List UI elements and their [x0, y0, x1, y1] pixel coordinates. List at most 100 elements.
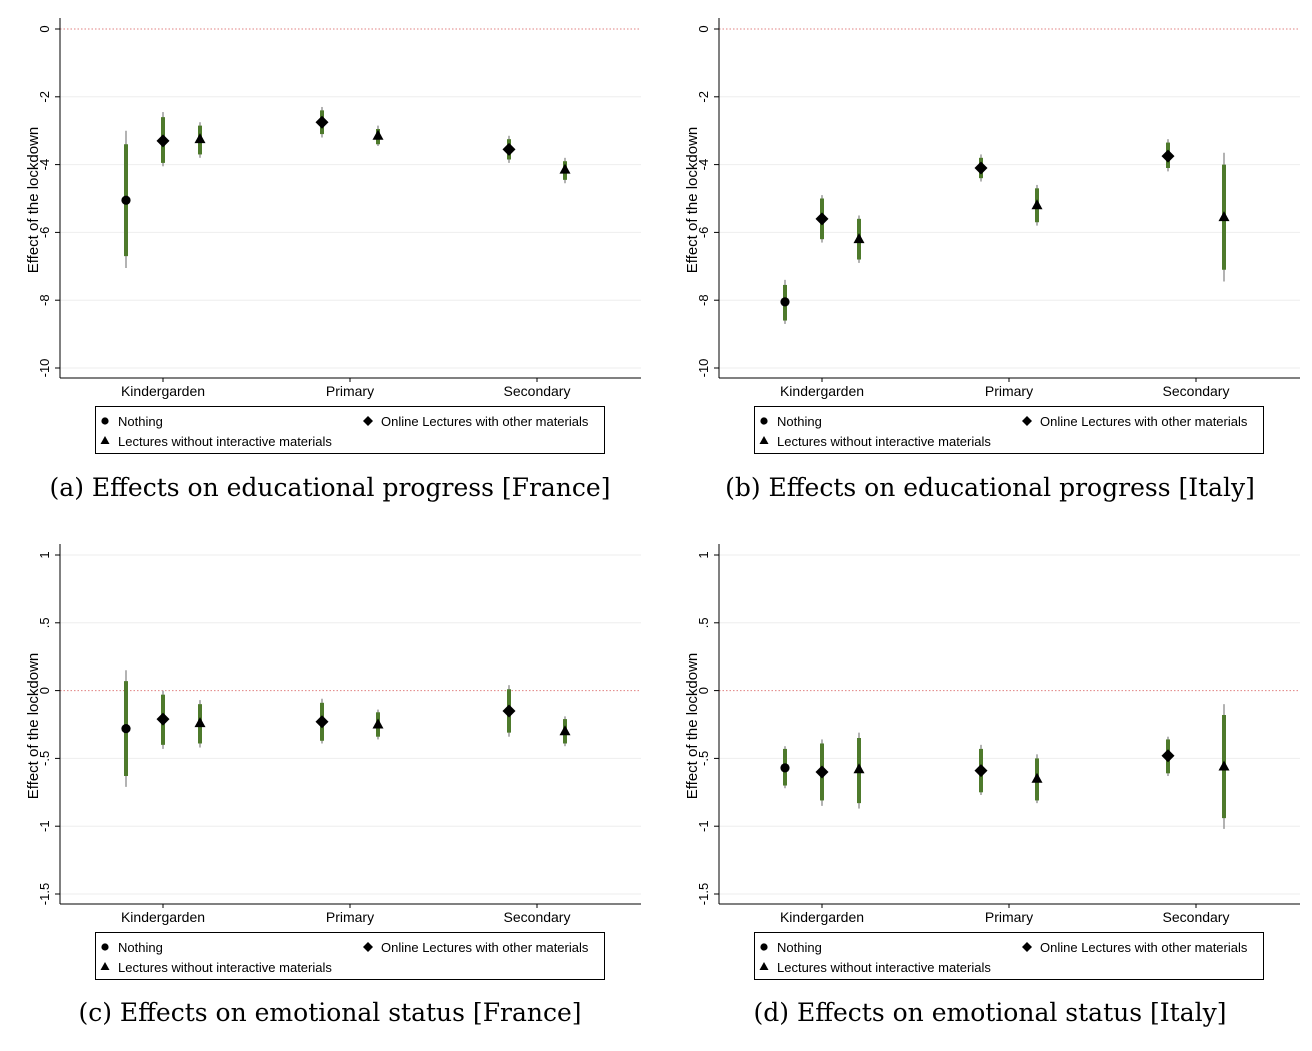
x-tick-label: Primary	[326, 383, 374, 399]
point-marker-triangle	[559, 163, 571, 174]
point-marker-triangle	[1031, 199, 1043, 210]
legend: Nothing Online Lectures with other materi…	[754, 406, 1264, 454]
y-tick-label: 0	[37, 687, 52, 694]
legend: Nothing Online Lectures with other materi…	[754, 932, 1264, 980]
legend-marker-diamond	[1022, 416, 1032, 426]
y-axis-label: Effect of the lockdown	[25, 127, 42, 273]
x-tick-label: Primary	[985, 909, 1033, 925]
point-marker-diamond	[815, 765, 829, 779]
y-tick-label: -6	[37, 227, 52, 239]
point-marker-triangle	[1031, 772, 1043, 783]
y-tick-label: -8	[696, 294, 711, 306]
legend-label-lectures: Lectures without interactive materials	[118, 960, 332, 975]
chart-svg: 1 .5 0 -.5 -1 -1.5 Effect of the lockdown Kinde…	[684, 544, 1300, 980]
legend: Nothing Online Lectures with other materi…	[95, 406, 605, 454]
panel-caption: (c) Effects on emotional status [France]	[78, 998, 582, 1027]
legend-marker-diamond	[363, 942, 373, 952]
y-tick-label: -.5	[696, 751, 711, 766]
legend-marker-triangle	[100, 962, 110, 970]
legend-marker-triangle	[100, 436, 110, 444]
x-tick-label: Kindergarden	[121, 383, 205, 399]
point-marker-diamond	[315, 715, 329, 729]
legend-label-nothing: Nothing	[118, 940, 163, 955]
legend-box	[95, 406, 605, 454]
y-tick-label: -1	[696, 820, 711, 832]
x-tick-label: Secondary	[1163, 383, 1230, 399]
y-tick-label: 0	[37, 25, 52, 32]
legend-box	[95, 932, 605, 980]
point-marker-circle	[780, 763, 790, 773]
y-tick-label: -10	[696, 359, 711, 378]
legend-label-online: Online Lectures with other materials	[1040, 940, 1248, 955]
point-marker-triangle	[194, 717, 206, 728]
y-tick-label: -1.5	[37, 883, 52, 905]
point-marker-diamond	[156, 712, 170, 726]
y-tick-label: .5	[37, 617, 52, 628]
panel-caption: (d) Effects on emotional status [Italy]	[753, 998, 1227, 1027]
y-axis-label: Effect of the lockdown	[684, 127, 701, 273]
point-marker-diamond	[815, 212, 829, 226]
point-marker-diamond	[502, 142, 516, 156]
x-tick-label: Secondary	[1163, 909, 1230, 925]
x-tick-label: Primary	[326, 909, 374, 925]
point-marker-diamond	[1161, 749, 1175, 763]
y-tick-label: -2	[37, 91, 52, 103]
point-marker-diamond	[156, 134, 170, 148]
legend-label-online: Online Lectures with other materials	[1040, 414, 1248, 429]
legend-label-nothing: Nothing	[777, 414, 822, 429]
chart-svg: 0 -2 -4 -6 -8 -10 Effect of the lockdown Kinder…	[25, 18, 641, 454]
y-tick-label: 1	[696, 551, 711, 558]
legend-marker-triangle	[759, 962, 769, 970]
y-tick-label: -10	[37, 359, 52, 378]
x-tick-label: Primary	[985, 383, 1033, 399]
chart-panel-3: 1 .5 0 -.5 -1 -1.5 Effect of the lockdown Kinde…	[0, 526, 653, 986]
chart-panel-2: 0 -2 -4 -6 -8 -10 Effect of the lockdown Kinder…	[659, 0, 1312, 460]
legend-label-nothing: Nothing	[777, 940, 822, 955]
y-tick-label: 1	[37, 551, 52, 558]
chart-svg: 0 -2 -4 -6 -8 -10 Effect of the lockdown Kinder…	[684, 18, 1300, 454]
legend-marker-circle	[760, 943, 768, 951]
point-marker-triangle	[372, 718, 384, 729]
y-tick-label: -6	[696, 227, 711, 239]
y-tick-label: -4	[696, 159, 711, 171]
point-marker-diamond	[974, 161, 988, 175]
y-tick-label: -1.5	[696, 883, 711, 905]
legend-box	[754, 406, 1264, 454]
point-marker-diamond	[502, 704, 516, 718]
legend-marker-circle	[760, 417, 768, 425]
y-axis-label: Effect of the lockdown	[684, 653, 701, 799]
x-tick-label: Kindergarden	[780, 909, 864, 925]
point-marker-triangle	[853, 763, 865, 774]
point-marker-diamond	[974, 764, 988, 778]
legend-label-online: Online Lectures with other materials	[381, 940, 589, 955]
point-marker-diamond	[1161, 149, 1175, 163]
y-tick-label: 0	[696, 687, 711, 694]
panel-caption: (a) Effects on educational progress [Fra…	[49, 473, 611, 502]
x-tick-label: Secondary	[504, 383, 571, 399]
point-marker-diamond	[315, 115, 329, 129]
legend-label-lectures: Lectures without interactive materials	[118, 434, 332, 449]
legend-marker-diamond	[1022, 942, 1032, 952]
point-marker-triangle	[559, 725, 571, 736]
legend-marker-circle	[101, 417, 109, 425]
chart-panel-4: 1 .5 0 -.5 -1 -1.5 Effect of the lockdown Kinde…	[659, 526, 1312, 986]
y-tick-label: .5	[696, 617, 711, 628]
point-marker-circle	[121, 195, 131, 205]
x-tick-label: Kindergarden	[780, 383, 864, 399]
point-marker-circle	[780, 297, 790, 307]
legend-label-lectures: Lectures without interactive materials	[777, 434, 991, 449]
legend-marker-diamond	[363, 416, 373, 426]
x-tick-label: Secondary	[504, 909, 571, 925]
y-tick-label: -8	[37, 294, 52, 306]
chart-svg: 1 .5 0 -.5 -1 -1.5 Effect of the lockdown Kinde…	[25, 544, 641, 980]
point-marker-triangle	[1218, 211, 1230, 222]
y-axis-label: Effect of the lockdown	[25, 653, 42, 799]
legend-label-online: Online Lectures with other materials	[381, 414, 589, 429]
y-tick-label: -4	[37, 159, 52, 171]
legend-box	[754, 932, 1264, 980]
point-marker-triangle	[372, 129, 384, 140]
y-tick-label: -2	[696, 91, 711, 103]
legend: Nothing Online Lectures with other materi…	[95, 932, 605, 980]
legend-label-nothing: Nothing	[118, 414, 163, 429]
point-marker-circle	[121, 723, 131, 734]
